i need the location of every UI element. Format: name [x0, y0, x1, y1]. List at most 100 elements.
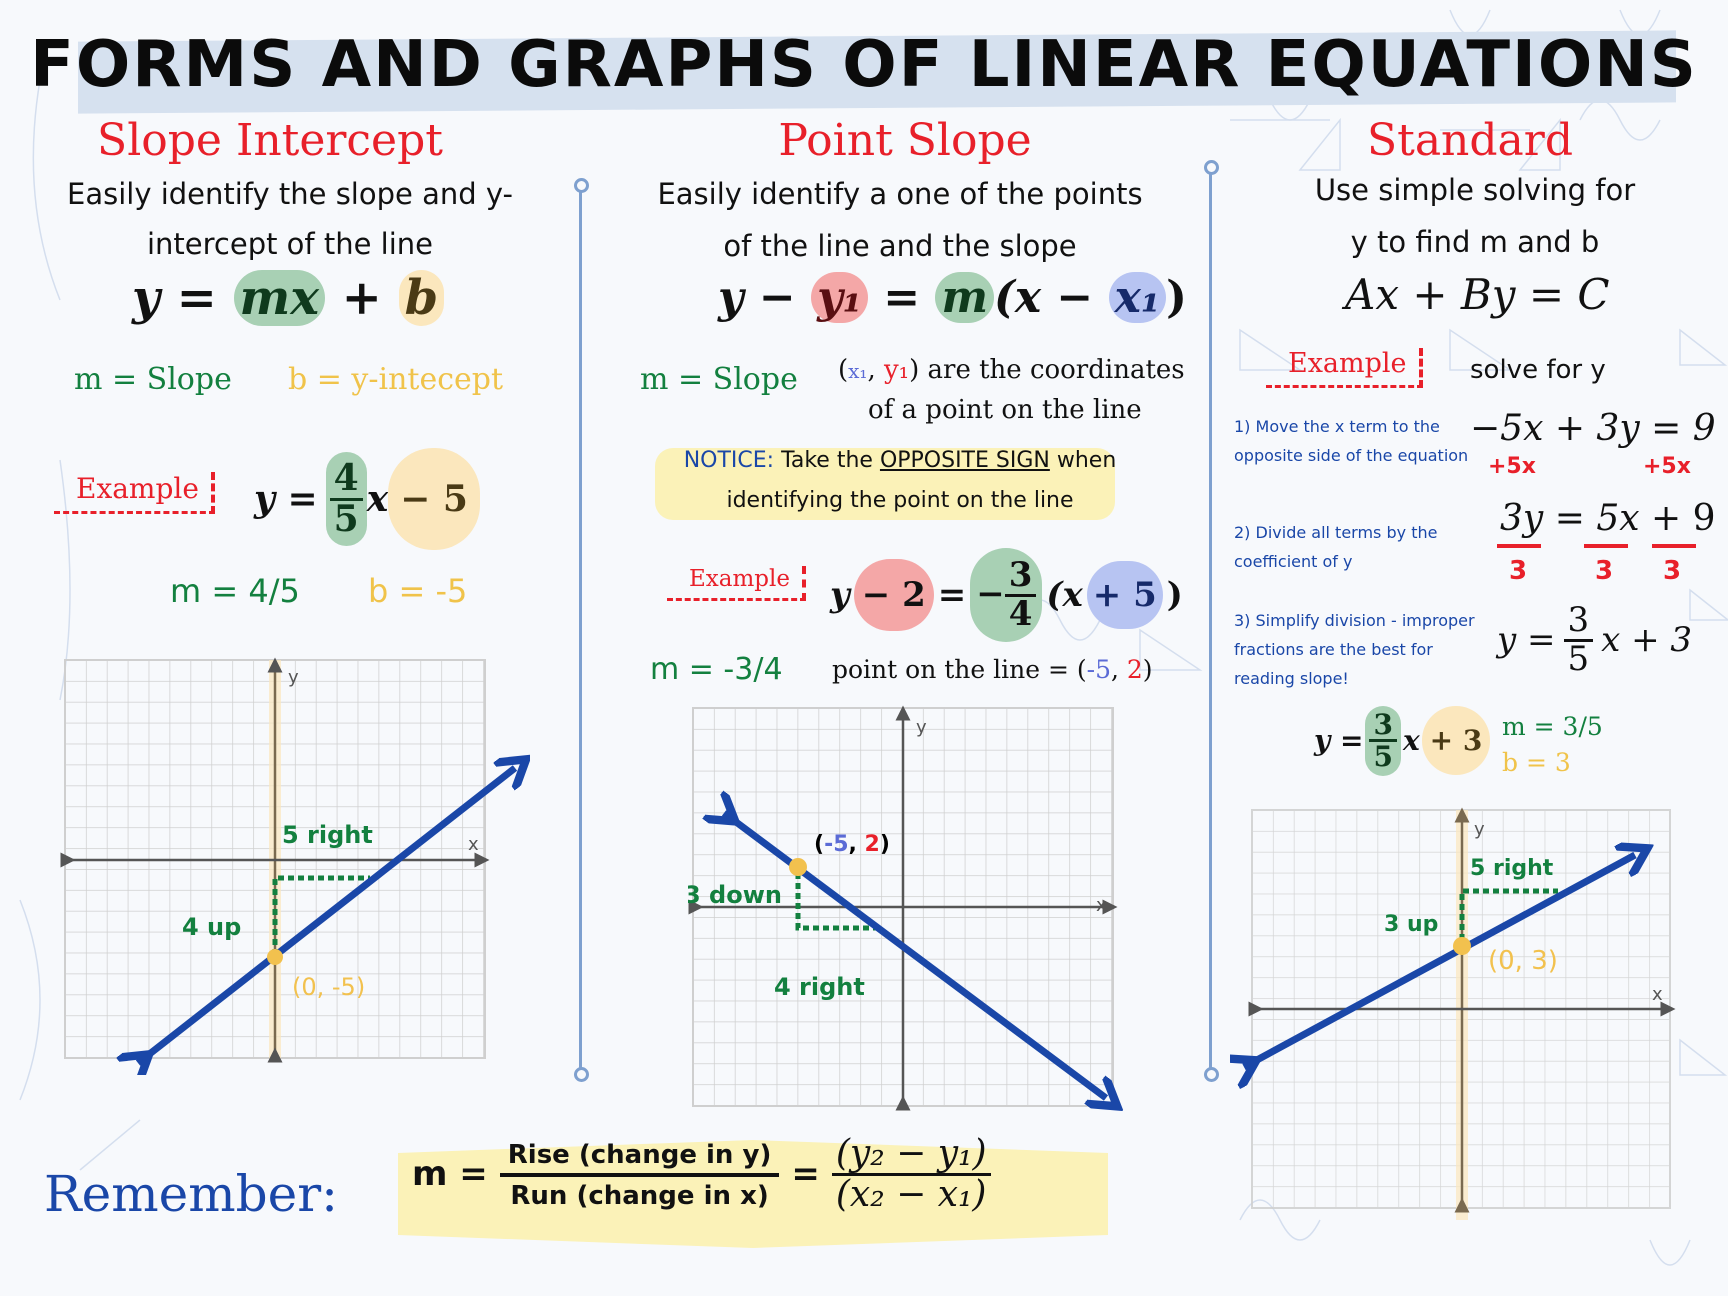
rise-label: 3 down: [688, 881, 782, 909]
lhs: y =: [1314, 724, 1364, 758]
standard-graph: y x 5 right 3 up (0, 3): [1230, 807, 1676, 1220]
point-label: (0, -5): [292, 973, 365, 1001]
formula-minus: −: [758, 272, 796, 323]
notice-label: NOTICE:: [683, 448, 775, 473]
point-label: (-5, 2): [814, 832, 890, 857]
fraction-numerator: 3: [1369, 710, 1397, 743]
coordinate-difference: (y₂ − y₁) (x₂ − x₁): [831, 1135, 991, 1214]
standard-example-label: Example: [1266, 348, 1423, 388]
solve-for-y-label: solve for y: [1470, 355, 1606, 385]
y-difference: (y₂ − y₁): [831, 1135, 991, 1176]
step-2-text: 2) Divide all terms by the coefficient o…: [1234, 523, 1438, 571]
coordinates-note: (x₁, y₁) are the coordinates: [838, 355, 1185, 385]
equals: =: [791, 1154, 820, 1195]
comma: ,: [867, 355, 884, 385]
paren: ): [1142, 655, 1153, 684]
slope-formula: m = Rise (change in y) Run (change in x)…: [412, 1135, 991, 1214]
formula-plus: +: [341, 270, 382, 326]
slope-intercept-formula: y = mx + b: [132, 270, 445, 326]
y1-symbol: y₁: [883, 355, 910, 385]
slope-intercept-example-label: Example: [54, 472, 215, 514]
standard-b-value: b = 3: [1502, 748, 1571, 777]
paren: (: [814, 832, 824, 857]
formula-equals: =: [883, 272, 921, 323]
point-slope-example-label: Example: [667, 566, 806, 601]
rise-over-run: Rise (change in y) Run (change in x): [499, 1138, 780, 1212]
example-y: y: [830, 575, 850, 616]
run-label: 5 right: [282, 821, 373, 849]
example-close: ): [1166, 575, 1183, 616]
notice-text: Take the: [774, 448, 880, 473]
fraction-denominator: 5: [1567, 638, 1590, 679]
m-slope-label: m = Slope: [74, 362, 232, 397]
point-y: 2: [1126, 655, 1143, 684]
y-axis-label: y: [1474, 819, 1485, 840]
term-9: 9: [1692, 498, 1716, 539]
division-bar-1: [1497, 544, 1541, 548]
divisor-2: 3: [1595, 556, 1614, 586]
formula-slope-term: mx: [233, 270, 325, 326]
plus: +: [1651, 498, 1682, 539]
run-text: Run (change in x): [510, 1181, 769, 1212]
term-5x: 5x: [1596, 498, 1640, 539]
x-axis-label: x: [1652, 984, 1663, 1005]
paren: (: [838, 355, 849, 385]
divisor-3: 3: [1663, 556, 1682, 586]
run-label: 4 right: [774, 973, 865, 1001]
term-3y: 3y: [1500, 498, 1544, 539]
paren: ): [880, 832, 890, 857]
point-x: -5: [1086, 655, 1111, 684]
point-slope-heading: Point Slope: [778, 115, 1032, 166]
intercept-point: [267, 949, 283, 965]
x: x: [1402, 724, 1420, 758]
m-equals: m =: [412, 1154, 488, 1195]
point-slope-formula: y − y₁ = m (x − x₁): [718, 272, 1187, 323]
step-1-text: 1) Move the x term to the opposite side …: [1234, 417, 1469, 465]
point-on-line: point on the line = (-5, 2): [832, 655, 1153, 684]
b-intercept-label: b = y-intecept: [288, 362, 504, 397]
opposite-sign-emphasis: OPPOSITE SIGN: [879, 448, 1050, 473]
step-1-op-right: +5x: [1643, 454, 1691, 479]
equals: =: [1554, 498, 1585, 539]
point-x: -5: [824, 832, 848, 857]
point-slope-description-1: Easily identify a one of the points: [657, 177, 1143, 211]
point-text: point on the line = (: [832, 655, 1087, 684]
fraction-denominator: 4: [1008, 593, 1033, 634]
slope-intercept-graph: y x 5 right 4 up (0, -5): [60, 657, 530, 1075]
slope-intercept-description-2: intercept of the line: [146, 227, 434, 261]
division-bar-2: [1584, 544, 1628, 548]
x-axis-label: x: [1096, 895, 1107, 916]
fraction-denominator: 5: [1373, 740, 1393, 774]
comma: ,: [1110, 655, 1127, 684]
m-value: m = 4/5: [170, 572, 300, 610]
remember-highlight: [398, 1140, 1108, 1248]
result-intercept-term: + 3: [1421, 706, 1491, 776]
column-divider-left: [574, 178, 589, 1082]
notice-text-2: when: [1049, 448, 1117, 473]
step-1-equation: −5x + 3y = 9: [1470, 408, 1716, 449]
y-axis-label: y: [288, 667, 299, 688]
standard-heading: Standard: [1367, 115, 1573, 166]
example-lhs: y =: [254, 478, 318, 520]
example-intercept-term: − 5: [388, 448, 480, 550]
column-divider-right: [1204, 160, 1219, 1082]
formula-y: y: [132, 270, 160, 326]
x1-symbol: x₁: [848, 359, 868, 383]
formula-close: ): [1166, 272, 1187, 323]
formula-y: y: [718, 272, 744, 323]
intercept-point: [1453, 937, 1471, 955]
formula-open: (x −: [994, 272, 1094, 323]
division-bar-3: [1652, 544, 1696, 548]
standard-formula: Ax + By = C: [1345, 270, 1610, 319]
point-y: 2: [865, 832, 880, 857]
rise-label: 3 up: [1384, 912, 1438, 937]
point-slope-m-label: m = Slope: [640, 362, 798, 397]
point-slope-graph: y x 3 down 4 right (-5, 2): [688, 705, 1128, 1115]
notice-line-2: identifying the point on the line: [726, 488, 1074, 513]
coord-note-rest: ) are the coordinates: [909, 355, 1185, 385]
b-value: b = -5: [368, 572, 468, 610]
